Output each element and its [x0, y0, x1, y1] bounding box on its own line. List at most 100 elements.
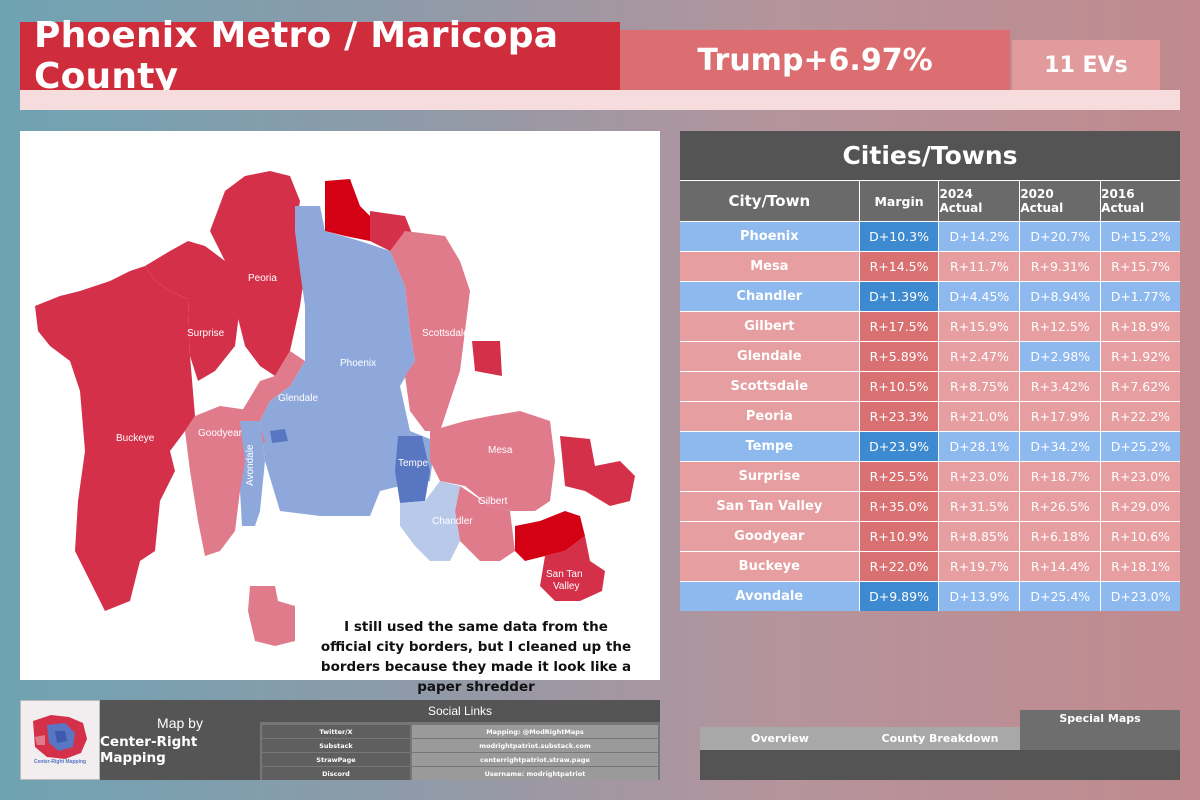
- region-glendale[interactable]: [242, 351, 305, 431]
- cell-margin: R+25.5%: [859, 462, 939, 491]
- region-tempe[interactable]: [395, 436, 430, 503]
- map-by-label: Map by: [157, 714, 203, 731]
- region-phoenix[interactable]: [260, 206, 435, 516]
- region-scottsdale[interactable]: [390, 231, 470, 431]
- cell-city: Mesa: [680, 252, 859, 281]
- cell-city: Surprise: [680, 462, 859, 491]
- social-row-strawpage[interactable]: StrawPage centerrightpatriot.straw.page: [260, 753, 660, 766]
- table-body: Phoenix D+10.3% D+14.2% D+20.7% D+15.2% Mesa R…: [680, 222, 1181, 612]
- region-tolleson[interactable]: [270, 429, 288, 443]
- region-buckeye[interactable]: [35, 266, 195, 611]
- region-avondale[interactable]: [240, 421, 265, 526]
- cell-2020: D+25.4%: [1020, 582, 1101, 611]
- label-gilbert: Gilbert: [478, 496, 508, 507]
- region-peoria-north[interactable]: [245, 176, 270, 206]
- label-avondale: Avondale: [245, 444, 256, 486]
- logo: Center-Right Mapping: [20, 700, 100, 780]
- cell-2024: R+8.85%: [939, 522, 1020, 551]
- cell-margin: D+9.89%: [859, 582, 939, 611]
- cell-2016: R+29.0%: [1101, 492, 1181, 521]
- social-value[interactable]: Mapping: @ModRightMaps: [412, 725, 658, 738]
- social-value[interactable]: Username: modrightpatriot: [412, 767, 658, 780]
- cell-2024: R+19.7%: [939, 552, 1020, 581]
- region-north-enclave[interactable]: [325, 179, 375, 241]
- region-fountain-hills[interactable]: [472, 341, 502, 376]
- region-apache-junction[interactable]: [560, 436, 635, 506]
- cell-2024: R+2.47%: [939, 342, 1020, 371]
- cell-2020: R+14.4%: [1020, 552, 1101, 581]
- cell-margin: R+23.3%: [859, 402, 939, 431]
- nav-bar: [700, 750, 1180, 780]
- region-chandler[interactable]: [400, 481, 460, 561]
- table-row: Surprise R+25.5% R+23.0% R+18.7% R+23.0%: [680, 462, 1181, 491]
- social-links: Social Links Twitter/X Mapping: @ModRigh…: [260, 700, 660, 780]
- cell-city: Gilbert: [680, 312, 859, 341]
- cities-table: Cities/Towns City/Town Margin 2024 Actua…: [680, 131, 1181, 612]
- header-strip: [20, 90, 1180, 110]
- cell-2024: D+4.45%: [939, 282, 1020, 311]
- social-row-discord[interactable]: Discord Username: modrightpatriot: [260, 767, 660, 780]
- logo-text: Center-Right Mapping: [33, 759, 87, 765]
- cell-2024: D+14.2%: [939, 222, 1020, 251]
- region-mesa[interactable]: [430, 411, 555, 511]
- social-row-twitter[interactable]: Twitter/X Mapping: @ModRightMaps: [260, 725, 660, 738]
- cell-2016: R+1.92%: [1101, 342, 1181, 371]
- social-value[interactable]: modrightpatriot.substack.com: [412, 739, 658, 752]
- overall-margin-box: Trump+6.97%: [620, 30, 1010, 90]
- cell-2024: D+28.1%: [939, 432, 1020, 461]
- label-san-tan: San Tan: [546, 569, 583, 580]
- cell-2024: R+8.75%: [939, 372, 1020, 401]
- table-row: Phoenix D+10.3% D+14.2% D+20.7% D+15.2%: [680, 222, 1181, 251]
- cell-city: Glendale: [680, 342, 859, 371]
- page-title: Phoenix Metro / Maricopa County: [34, 15, 559, 97]
- cell-2016: R+22.2%: [1101, 402, 1181, 431]
- table-row: Goodyear R+10.9% R+8.85% R+6.18% R+10.6%: [680, 522, 1181, 551]
- tab-special-maps[interactable]: Special Maps: [1020, 710, 1180, 750]
- cell-2016: D+15.2%: [1101, 222, 1181, 251]
- region-peoria[interactable]: [210, 171, 305, 376]
- table-row: San Tan Valley R+35.0% R+31.5% R+26.5% R+29.…: [680, 492, 1181, 521]
- tab-overview[interactable]: Overview: [700, 727, 860, 750]
- table-header-row: City/Town Margin 2024 Actual 2020 Actual…: [680, 181, 1181, 221]
- label-valley: Valley: [553, 581, 580, 592]
- cell-2024: R+11.7%: [939, 252, 1020, 281]
- cell-2016: D+1.77%: [1101, 282, 1181, 311]
- region-san-tan-valley[interactable]: [540, 536, 605, 601]
- cell-2016: D+23.0%: [1101, 582, 1181, 611]
- cell-2020: D+34.2%: [1020, 432, 1101, 461]
- cell-2016: R+10.6%: [1101, 522, 1181, 551]
- credit-box: Map by Center-Right Mapping: [100, 700, 260, 780]
- page-title-box: Phoenix Metro / Maricopa County: [20, 15, 620, 97]
- map-panel: Peoria Surprise Phoenix Scottsdale Glend…: [20, 131, 660, 695]
- region-gilbert[interactable]: [455, 486, 515, 561]
- cell-2016: D+25.2%: [1101, 432, 1181, 461]
- overall-margin: Trump+6.97%: [697, 42, 933, 78]
- cell-2016: R+18.1%: [1101, 552, 1181, 581]
- cell-margin: D+23.9%: [859, 432, 939, 461]
- label-surprise: Surprise: [187, 328, 225, 339]
- label-goodyear: Goodyear: [198, 428, 243, 439]
- social-label: Twitter/X: [262, 725, 410, 738]
- region-surprise[interactable]: [145, 241, 240, 381]
- cell-2016: R+15.7%: [1101, 252, 1181, 281]
- tab-county-breakdown[interactable]: County Breakdown: [860, 727, 1020, 750]
- cell-2020: D+20.7%: [1020, 222, 1101, 251]
- table-row: Peoria R+23.3% R+21.0% R+17.9% R+22.2%: [680, 402, 1181, 431]
- header-city: City/Town: [680, 181, 859, 221]
- table-row: Tempe D+23.9% D+28.1% D+34.2% D+25.2%: [680, 432, 1181, 461]
- cell-2024: R+31.5%: [939, 492, 1020, 521]
- cell-2024: R+15.9%: [939, 312, 1020, 341]
- label-peoria: Peoria: [248, 273, 277, 284]
- cell-2024: R+23.0%: [939, 462, 1020, 491]
- cell-city: Scottsdale: [680, 372, 859, 401]
- social-value[interactable]: centerrightpatriot.straw.page: [412, 753, 658, 766]
- social-row-substack[interactable]: Substack modrightpatriot.substack.com: [260, 739, 660, 752]
- cell-margin: R+10.5%: [859, 372, 939, 401]
- label-chandler: Chandler: [432, 516, 473, 527]
- cell-margin: R+22.0%: [859, 552, 939, 581]
- region-maricopa[interactable]: [248, 586, 295, 646]
- cell-2016: R+18.9%: [1101, 312, 1181, 341]
- region-queen-creek[interactable]: [515, 511, 585, 561]
- label-buckeye: Buckeye: [116, 433, 155, 444]
- table-row: Buckeye R+22.0% R+19.7% R+14.4% R+18.1%: [680, 552, 1181, 581]
